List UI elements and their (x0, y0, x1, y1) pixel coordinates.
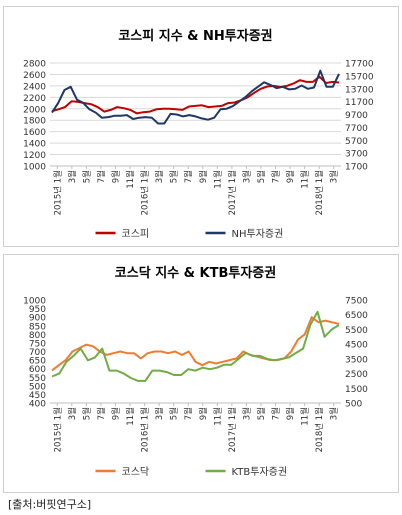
x-tick-label: 3월 (154, 170, 165, 183)
x-tick-label: 5월 (81, 407, 92, 420)
y-left-tick-label: 2000 (23, 105, 46, 115)
legend-label: 코스피 (122, 228, 150, 240)
x-tick-label: 3월 (154, 407, 165, 420)
x-tick-label: 2017년 1월 (227, 407, 238, 452)
x-tick-label: 2017년 1월 (227, 170, 238, 215)
x-tick-label: 9월 (198, 407, 209, 420)
y-left-tick-label: 1200 (23, 151, 46, 161)
y-right-tick-label: 5500 (345, 326, 368, 336)
x-tick-label: 7월 (183, 407, 194, 420)
x-tick-label: 2016년 1월 (140, 407, 151, 452)
y-left-tick-label: 1600 (23, 128, 46, 138)
x-tick-label: 9월 (285, 170, 296, 183)
chart-title: 코스닥 지수 & KTB투자증권 (115, 265, 276, 281)
legend-label: 코스닥 (122, 466, 150, 478)
source-note: [출처:버핏연구소] (8, 498, 92, 511)
chart-panel-kosdaq: 코스닥 지수 & KTB투자증권 1000 950 900 850 800 750 700 65… (3, 254, 399, 493)
x-tick-label: 2018년 1월 (314, 407, 325, 452)
y-left-tick-label: 650 (29, 357, 46, 367)
y-right-tick-label: 1700 (345, 163, 368, 173)
y-left-tick-label: 1000 (23, 163, 46, 173)
y-left-tick-label: 700 (29, 348, 46, 358)
legend-label: NH투자증권 (232, 228, 284, 240)
y-left-tick-label: 400 (29, 400, 46, 410)
y-right-tick-label: 4500 (345, 341, 368, 351)
y-left-tick-label: 750 (29, 339, 46, 349)
x-tick-label: 5월 (169, 407, 180, 420)
y-left-tick-label: 1800 (23, 117, 46, 127)
x-tick-label: 5월 (169, 170, 180, 183)
y-right-tick-label: 7700 (345, 124, 368, 134)
y-right-tick-label: 500 (345, 400, 362, 410)
y-left-tick-label: 850 (29, 322, 46, 332)
x-tick-label: 3월 (67, 170, 78, 183)
x-tick-label: 11월 (212, 170, 223, 189)
y-left-tick-label: 550 (29, 374, 46, 384)
x-tick-label: 5월 (256, 407, 267, 420)
chart-kospi-nh: 코스피 지수 & NH투자증권2800260024002200200018001… (23, 29, 374, 240)
series-line-1 (51, 75, 340, 115)
x-tick-label: 7월 (183, 170, 194, 183)
y-left-tick-label: 1000 (23, 297, 46, 307)
x-tick-label: 3월 (67, 407, 78, 420)
x-tick-label: 11월 (212, 407, 223, 426)
chart-kosdaq-ktb: 코스닥 지수 & KTB투자증권100095090085080075070065… (23, 265, 368, 478)
x-tick-label: 9월 (198, 170, 209, 183)
x-tick-label: 11월 (300, 170, 311, 189)
y-left-tick-label: 2200 (23, 94, 46, 104)
y-left-tick-label: 2400 (23, 82, 46, 92)
chart-panel-kospi: 코스피 지수 & NH투자증권 2800 2600 2400 2200 2000 1800 1… (3, 6, 399, 247)
x-tick-label: 2018년 1월 (314, 170, 325, 215)
y-left-tick-label: 2800 (23, 60, 46, 70)
y-left-tick-label: 450 (29, 391, 46, 401)
x-tick-label: 2015년 1월 (52, 170, 63, 215)
legend-label: KTB투자증권 (232, 466, 288, 478)
y-right-tick-label: 6500 (345, 311, 368, 321)
series-line-1 (51, 316, 340, 372)
x-tick-label: 7월 (271, 170, 282, 183)
y-right-tick-label: 9700 (345, 111, 368, 121)
series-line-2 (51, 310, 340, 382)
y-right-tick-label: 5700 (345, 137, 368, 147)
x-tick-label: 5월 (81, 170, 92, 183)
y-right-tick-label: 13700 (345, 85, 374, 95)
x-tick-label: 3월 (329, 170, 340, 183)
y-right-tick-label: 17700 (345, 60, 374, 70)
x-tick-label: 3월 (241, 170, 252, 183)
chart-title: 코스피 지수 & NH투자증권 (118, 29, 272, 44)
x-tick-label: 2016년 1월 (140, 170, 151, 215)
x-tick-label: 11월 (125, 170, 136, 189)
y-right-tick-label: 3700 (345, 150, 368, 160)
y-right-tick-label: 11700 (345, 98, 374, 108)
y-left-tick-label: 950 (29, 305, 46, 315)
y-left-tick-label: 800 (29, 331, 46, 341)
y-right-tick-label: 7500 (345, 297, 368, 307)
y-left-tick-label: 1400 (23, 140, 46, 150)
y-right-tick-label: 2500 (345, 370, 368, 380)
x-tick-label: 5월 (256, 170, 267, 183)
x-tick-label: 9월 (110, 407, 121, 420)
y-left-tick-label: 900 (29, 314, 46, 324)
x-tick-label: 7월 (271, 407, 282, 420)
y-left-tick-label: 600 (29, 365, 46, 375)
x-tick-label: 7월 (96, 170, 107, 183)
x-tick-label: 9월 (285, 407, 296, 420)
x-tick-label: 11월 (125, 407, 136, 426)
x-tick-label: 3월 (329, 407, 340, 420)
x-tick-label: 11월 (300, 407, 311, 426)
y-right-tick-label: 3500 (345, 355, 368, 365)
x-tick-label: 7월 (96, 407, 107, 420)
y-right-tick-label: 1500 (345, 385, 368, 395)
series-line-2 (51, 69, 340, 125)
y-left-tick-label: 2600 (23, 71, 46, 81)
y-right-tick-label: 15700 (345, 72, 374, 82)
y-left-tick-label: 500 (29, 382, 46, 392)
x-tick-label: 3월 (241, 407, 252, 420)
x-tick-label: 2015년 1월 (52, 407, 63, 452)
x-tick-label: 9월 (110, 170, 121, 183)
